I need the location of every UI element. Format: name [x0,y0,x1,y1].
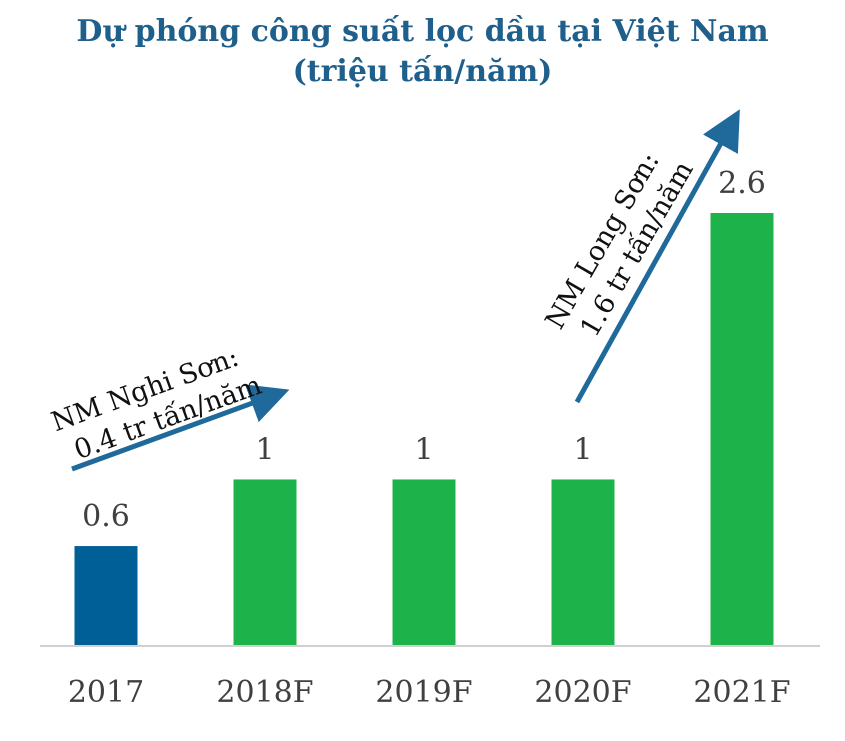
chart-subtitle: (triệu tấn/năm) [292,54,553,89]
chart-title-block: Dự phóng công suất lọc dầu tại Việt Nam … [0,12,845,92]
value-label-2017: 0.6 [82,499,130,534]
value-label-2019F: 1 [414,432,433,467]
x-tick-label-2021F: 2021F [693,675,790,710]
bar-2019F [392,479,456,646]
x-tick-label-2018F: 2018F [216,675,313,710]
annotation-arrow-nghi-son [71,384,290,472]
x-tick-label-2017: 2017 [68,675,144,710]
bar-2018F [233,479,297,646]
tick-labels-group: 2017 2018F 2019F 2020F 2021F [68,675,791,710]
bar-2021F [710,213,774,646]
bar-2017 [74,546,138,646]
bar-2020F [551,479,615,646]
chart-title: Dự phóng công suất lọc dầu tại Việt Nam [76,14,769,49]
value-label-2021F: 2.6 [718,166,766,201]
value-label-2020F: 1 [573,432,592,467]
annotation-nghi-son: NM Nghi Sơn: 0.4 tr tấn/năm [47,342,290,472]
annotation-long-son: NM Long Sơn: 1.6 tr tấn/năm [540,109,740,404]
x-tick-label-2020F: 2020F [534,675,631,710]
value-label-2018F: 1 [255,432,274,467]
bars-group [74,213,774,646]
value-labels-group: 0.6 1 1 1 2.6 [82,166,766,534]
x-tick-label-2019F: 2019F [375,675,472,710]
annotation-arrow-long-son [574,109,740,404]
